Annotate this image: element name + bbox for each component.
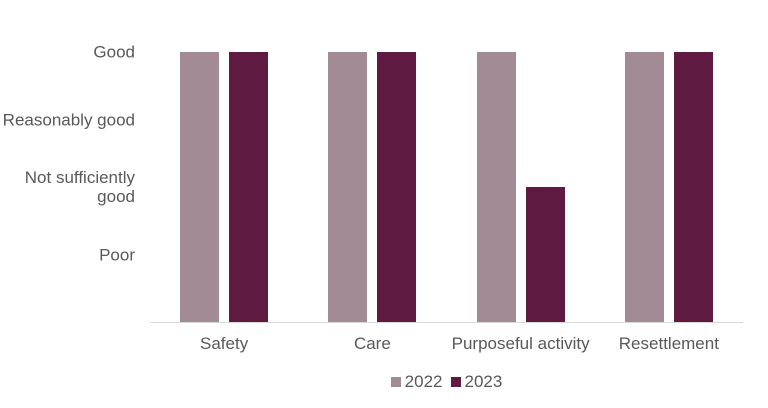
legend-item-2023: 2023 (450, 372, 503, 392)
bar-2022-purposeful-activity (476, 52, 516, 322)
y-tick-label-not-sufficiently-good: Not sufficiently good (24, 168, 135, 206)
legend-swatch-2022 (390, 377, 401, 387)
x-axis-label-care: Care (353, 334, 391, 353)
y-tick-label-reasonably-good: Reasonably good (2, 110, 135, 129)
bar-2022-resettlement (624, 52, 664, 322)
x-axis-line (150, 322, 743, 323)
legend-label-2022: 2022 (404, 372, 443, 391)
bar-2023-resettlement (673, 52, 713, 322)
legend-swatch-2023 (450, 377, 461, 387)
bar-2023-care (377, 52, 417, 322)
legend: 2022 2023 (150, 372, 743, 392)
x-axis-label-safety: Safety (200, 334, 249, 353)
bar-2022-care (328, 52, 368, 322)
y-tick-label-good: Good (93, 42, 135, 62)
x-axis-label-purposeful-activity: Purposeful activity (451, 334, 590, 353)
legend-item-2022: 2022 (390, 372, 443, 392)
legend-label-2023: 2023 (464, 372, 503, 391)
y-tick-label-poor: Poor (99, 245, 135, 264)
bar-2023-safety (229, 52, 269, 322)
x-axis-label-resettlement: Resettlement (618, 334, 719, 353)
bar-2023-purposeful-activity (525, 187, 565, 322)
bar-2022-safety (180, 52, 220, 322)
